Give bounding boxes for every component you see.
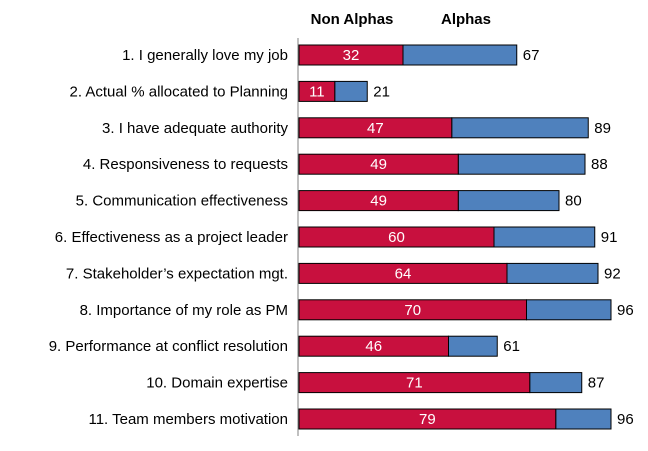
bar-alphas: [457, 190, 560, 212]
value-label-alphas: 91: [601, 229, 618, 246]
value-label-alphas: 61: [503, 338, 520, 355]
category-label: 5. Communication effectiveness: [76, 193, 288, 210]
value-label-non-alphas: 11: [309, 83, 325, 100]
category-label: 8. Importance of my role as PM: [80, 302, 288, 319]
category-label: 1. I generally love my job: [122, 47, 288, 64]
value-label-alphas: 89: [594, 120, 611, 137]
bar-non-alphas: [298, 408, 557, 430]
legend-non-alphas: Non Alphas: [311, 11, 394, 28]
category-label: 6. Effectiveness as a project leader: [55, 229, 288, 246]
bar-alphas: [448, 335, 498, 357]
bar-alphas: [451, 117, 589, 139]
bar-alphas: [493, 226, 596, 248]
category-label: 11. Team members motivation: [88, 411, 288, 428]
value-label-non-alphas: 60: [388, 229, 405, 246]
bar-non-alphas: [298, 335, 449, 357]
category-label: 10. Domain expertise: [146, 375, 288, 392]
bar-alphas: [402, 44, 518, 66]
category-label: 3. I have adequate authority: [102, 120, 288, 137]
category-label: 7. Stakeholder’s expectation mgt.: [66, 265, 288, 282]
category-labels: 1. I generally love my job 2. Actual % al…: [49, 47, 289, 428]
bar-non-alphas: [298, 117, 453, 139]
bar-non-alphas: [298, 226, 495, 248]
value-label-non-alphas: 64: [395, 265, 412, 282]
value-label-alphas: 21: [373, 83, 390, 100]
value-label-non-alphas: 47: [367, 120, 384, 137]
value-label-non-alphas: 79: [419, 411, 436, 428]
bar-non-alphas: [298, 372, 531, 394]
value-label-alphas: 87: [588, 375, 605, 392]
bar-alphas: [506, 262, 599, 284]
bar-alphas: [555, 408, 612, 430]
value-label-alphas: 67: [523, 47, 540, 64]
category-label: 4. Responsiveness to requests: [83, 156, 288, 173]
bar-non-alphas: [298, 80, 336, 102]
value-label-non-alphas: 70: [404, 302, 421, 319]
bar-alphas: [334, 80, 368, 102]
value-label-non-alphas: 49: [370, 193, 387, 210]
bar-non-alphas: [298, 190, 459, 212]
value-label-alphas: 92: [604, 265, 621, 282]
chart-legend: Non Alphas Alphas: [311, 11, 491, 28]
bar-alphas: [529, 372, 583, 394]
category-label: 2. Actual % allocated to Planning: [70, 83, 288, 100]
value-label-alphas: 96: [617, 302, 634, 319]
value-label-alphas: 88: [591, 156, 608, 173]
value-label-non-alphas: 32: [343, 47, 360, 64]
value-label-non-alphas: 71: [406, 375, 423, 392]
value-label-non-alphas: 49: [370, 156, 387, 173]
bar-non-alphas: [298, 299, 527, 321]
bars: 32 67 11 21 47 89 49 88 49 80 60 91 64 92 70 96 46 61 71 87…: [298, 44, 634, 430]
bar-non-alphas: [298, 153, 459, 175]
value-label-alphas: 80: [565, 193, 582, 210]
bar-non-alphas: [298, 44, 404, 66]
bar-alphas: [457, 153, 586, 175]
value-label-alphas: 96: [617, 411, 634, 428]
bar-non-alphas: [298, 262, 508, 284]
bar-alphas: [526, 299, 612, 321]
legend-alphas: Alphas: [441, 11, 491, 28]
value-label-non-alphas: 46: [365, 338, 382, 355]
category-label: 9. Performance at conflict resolution: [49, 338, 288, 355]
